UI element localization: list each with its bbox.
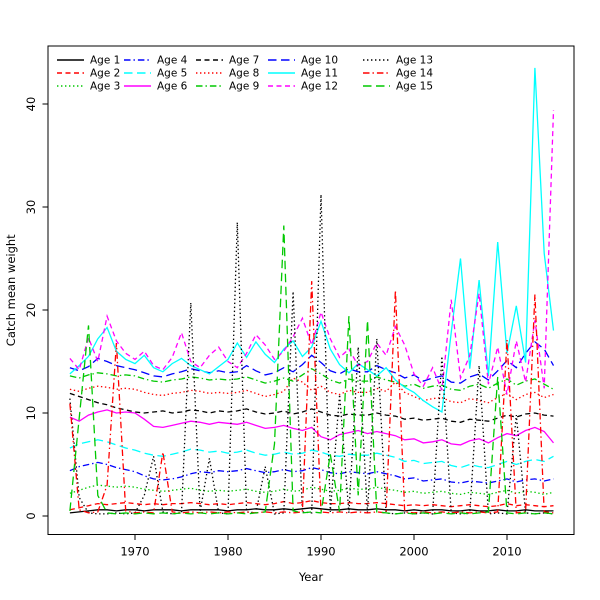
legend-label: Age 3 <box>90 81 120 93</box>
x-axis: 1970 1980 1990 2000 2010 <box>120 534 522 559</box>
series-line-age-7 <box>69 392 554 423</box>
legend-label: Age 13 <box>396 55 433 67</box>
x-tick-label: 1970 <box>120 545 149 559</box>
legend-label: Age 12 <box>301 81 338 93</box>
series-line-age-4 <box>69 461 554 484</box>
x-tick-label: 2000 <box>399 545 428 559</box>
series-line-age-5 <box>69 439 554 469</box>
legend-label: Age 6 <box>157 81 188 93</box>
y-axis-title: Catch mean weight <box>4 234 18 346</box>
legend-label: Age 11 <box>301 68 338 80</box>
series-line-age-9 <box>69 367 554 391</box>
y-tick-label: 40 <box>24 97 38 112</box>
series-lines <box>69 67 555 515</box>
series-line-age-10 <box>69 340 555 384</box>
series-line-age-6 <box>69 409 555 446</box>
legend-label: Age 4 <box>157 55 188 67</box>
series-line-age-15 <box>69 225 554 515</box>
legend-label: Age 15 <box>396 81 433 93</box>
plot-box <box>47 45 575 535</box>
y-tick-label: 0 <box>24 512 38 519</box>
series-line-age-3 <box>69 484 554 496</box>
series-line-age-11 <box>69 67 555 414</box>
legend-label: Age 7 <box>229 55 259 67</box>
legend-label: Age 5 <box>157 68 187 80</box>
legend-label: Age 10 <box>301 55 338 67</box>
series-line-age-8 <box>69 377 554 404</box>
x-tick-label: 1990 <box>306 545 335 559</box>
series-line-age-1 <box>69 507 554 514</box>
x-tick-label: 1980 <box>213 545 242 559</box>
y-tick-label: 10 <box>24 406 38 421</box>
legend-label: Age 9 <box>229 81 259 93</box>
x-tick-label: 2010 <box>492 545 521 559</box>
series-line-age-13 <box>69 194 554 515</box>
series-line-age-12 <box>69 110 555 395</box>
legend-label: Age 1 <box>90 55 120 67</box>
series-line-age-14 <box>69 281 554 514</box>
y-tick-label: 30 <box>24 200 38 215</box>
x-axis-title: Year <box>298 570 324 584</box>
legend-label: Age 14 <box>396 68 433 80</box>
legend-label: Age 8 <box>229 68 259 80</box>
y-tick-label: 20 <box>24 303 38 318</box>
y-axis: 0 10 20 30 40 <box>24 97 48 520</box>
legend-label: Age 2 <box>90 68 120 80</box>
